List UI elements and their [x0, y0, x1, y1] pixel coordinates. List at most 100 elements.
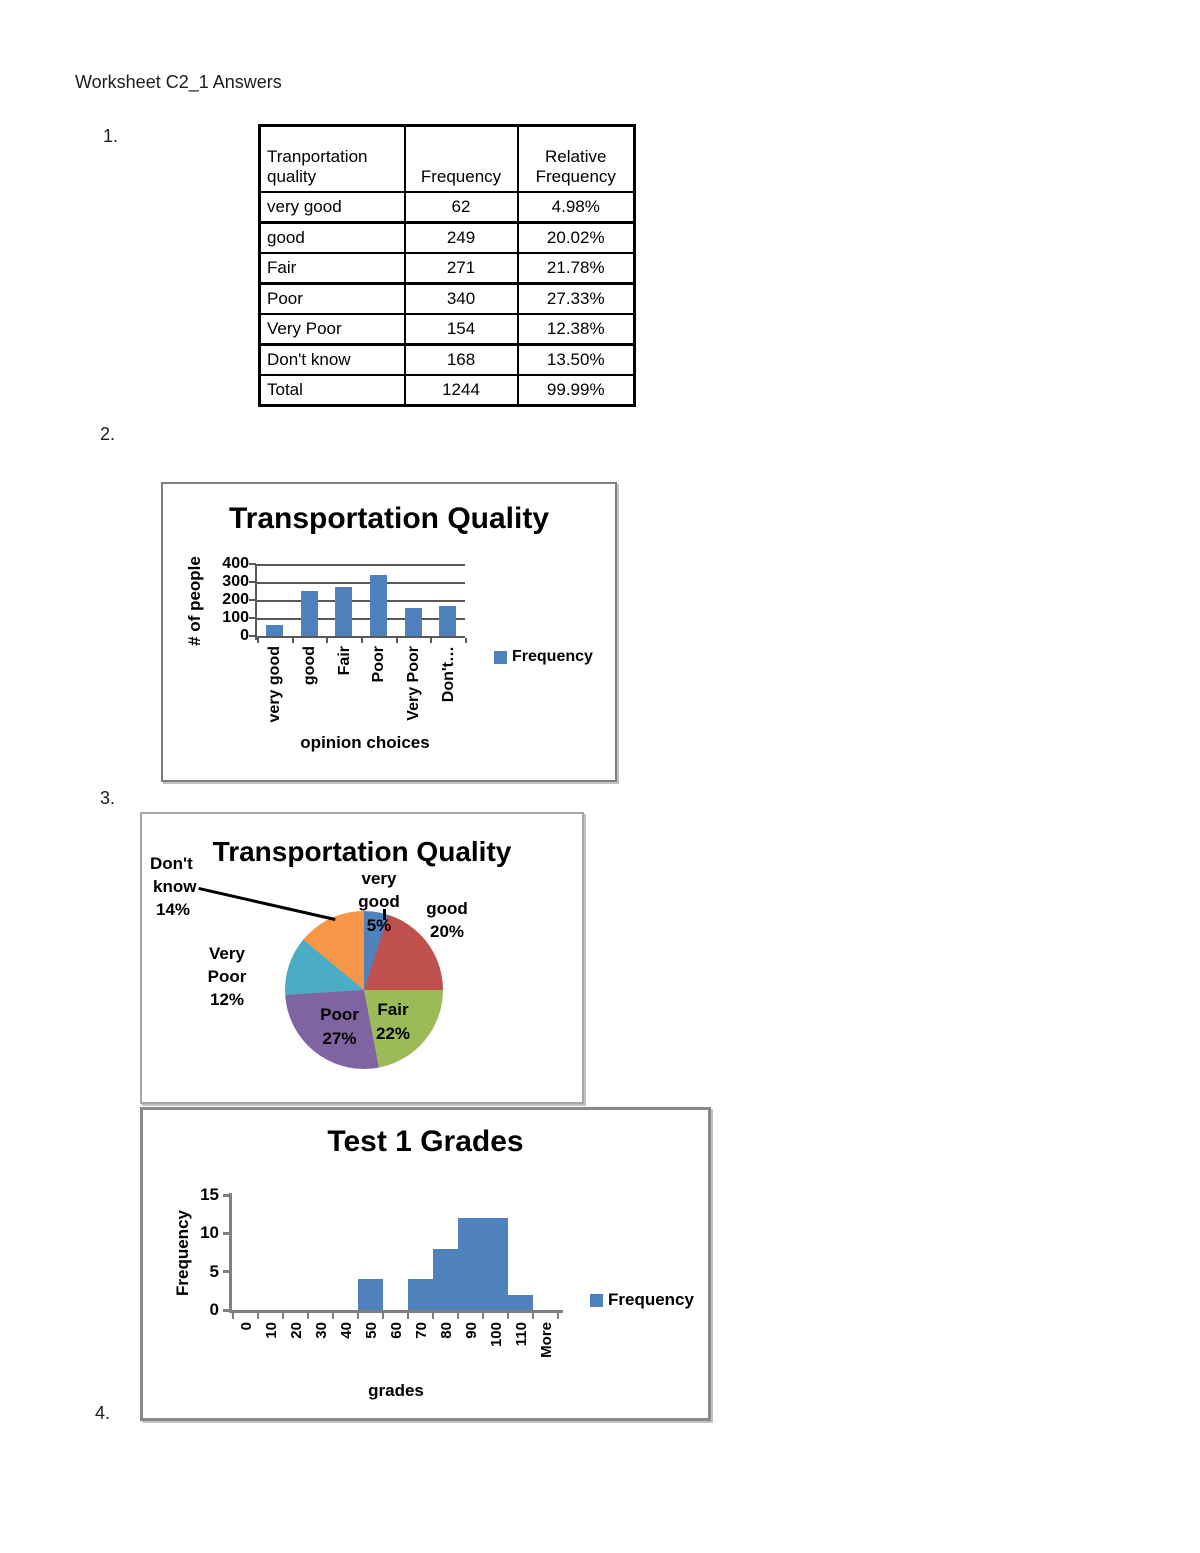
histogram-x-tick-label: 20 — [287, 1322, 305, 1339]
pie-label-line: 27% — [322, 1029, 357, 1048]
table-cell-label: Don't know — [258, 343, 406, 376]
histogram-x-tick — [482, 1313, 484, 1319]
bar-chart-y-tick-label: 100 — [222, 609, 249, 626]
histogram-y-tick-label: 15 — [200, 1185, 219, 1204]
bar-chart-x-tick-label: Fair — [335, 646, 353, 676]
table-row: Don't know 168 13.50% — [258, 343, 636, 376]
pie-label-line: Don't — [150, 854, 193, 873]
bar-chart-x-tick-label: Very Poor — [405, 646, 422, 721]
table-row: Total 1244 99.99% — [258, 374, 636, 407]
pie-label-line: very — [361, 869, 397, 888]
table-cell-relative: 13.50% — [516, 343, 636, 376]
pie-label-very-poor: Very Poor 12% — [200, 942, 254, 1011]
pie-label-line: 20% — [429, 922, 465, 941]
histogram-y-axis-label: Frequency — [173, 1210, 192, 1296]
table-cell-relative: 27.33% — [516, 282, 636, 315]
pie-label-line: good — [358, 892, 400, 911]
bar — [439, 605, 457, 636]
bar-chart-y-tick — [249, 599, 256, 601]
histogram-x-tick — [232, 1313, 234, 1319]
histogram-x-tick-label: 40 — [337, 1322, 355, 1339]
table-cell-frequency: 249 — [403, 221, 519, 254]
histogram-x-tick-label: 90 — [462, 1322, 480, 1339]
bar-chart-legend: Frequency — [494, 648, 593, 666]
table-cell-frequency: 1244 — [403, 374, 519, 407]
pie-label-good: good 20% — [417, 897, 477, 943]
bar-chart-plot-area — [257, 564, 465, 636]
histogram-x-tick — [382, 1313, 384, 1319]
bar-chart-y-axis-label: # of people — [185, 556, 204, 646]
bar — [369, 574, 387, 636]
frequency-table: Tranportation quality Frequency Relative… — [258, 124, 636, 407]
table-cell-label: Very Poor — [258, 313, 406, 346]
pie-label-line: Very — [209, 944, 245, 963]
legend-swatch-icon — [494, 650, 507, 664]
table-cell-relative: 4.98% — [516, 191, 636, 224]
table-cell-label: Total — [258, 374, 406, 407]
histogram-legend: Frequency — [590, 1290, 694, 1310]
bar-chart-y-axis — [255, 564, 257, 640]
pie-label-line: 22% — [375, 1024, 411, 1043]
histogram-y-tick — [223, 1193, 231, 1197]
table-row: Very Poor 154 12.38% — [258, 313, 636, 346]
pie-label-poor: Poor 27% — [312, 1003, 367, 1051]
bar-chart-x-tick — [430, 638, 433, 643]
histogram-y-tick — [223, 1270, 231, 1274]
histogram-title: Test 1 Grades — [327, 1125, 524, 1158]
table-row: Poor 340 27.33% — [258, 282, 636, 315]
histogram-y-axis — [229, 1193, 232, 1313]
histogram-y-tick-label: 0 — [209, 1300, 219, 1319]
histogram-bar — [508, 1294, 533, 1310]
table-cell-label: Poor — [258, 282, 406, 315]
pie-label-very-good-pct: 5% — [366, 916, 392, 935]
table-cell-relative: 12.38% — [516, 313, 636, 346]
histogram-y-tick-label: 5 — [209, 1261, 219, 1281]
histogram-legend-label: Frequency — [608, 1290, 694, 1309]
bar-chart-x-axis-label: opinion choices — [300, 733, 430, 752]
pie-label-dont-know: Don't know 14% — [150, 852, 196, 921]
histogram-x-tick-label: 70 — [412, 1322, 430, 1339]
histogram-x-tick-label: More — [537, 1322, 555, 1358]
legend-swatch-icon — [590, 1293, 603, 1307]
histogram-chart: Test 1 Grades Frequency grades Frequency… — [140, 1107, 711, 1421]
pie-callout-line — [198, 887, 336, 921]
histogram-x-tick — [432, 1313, 434, 1319]
pie-label-line: good — [426, 899, 468, 918]
histogram-bar — [483, 1218, 508, 1310]
bar-chart-x-tick-label: Poor — [370, 646, 388, 683]
bar-chart-title: Transportation Quality — [228, 502, 550, 535]
bar-chart-y-tick — [249, 581, 256, 583]
table-row: very good 62 4.98% — [258, 191, 636, 224]
bar-chart-x-tick-label: good — [301, 646, 318, 686]
table-row: good 249 20.02% — [258, 221, 636, 254]
pie-label-line: 14% — [156, 900, 191, 919]
histogram-y-tick — [223, 1231, 231, 1235]
histogram-x-axis — [231, 1310, 563, 1313]
histogram-x-axis-label: grades — [368, 1381, 424, 1400]
bar — [404, 608, 422, 636]
bar-chart-gridlines — [257, 564, 465, 638]
histogram-x-tick — [257, 1313, 259, 1319]
histogram-bar — [458, 1218, 483, 1310]
page-title: Worksheet C2_1 Answers — [75, 72, 282, 92]
table-cell-label: Fair — [258, 252, 406, 285]
bar — [300, 591, 318, 636]
bar-chart-x-tick — [257, 638, 259, 643]
table-header-quality: Tranportation quality — [258, 124, 406, 193]
bar-chart-x-tick — [361, 638, 363, 643]
bar-chart-y-tick-label: 400 — [222, 555, 249, 572]
histogram-y-tick — [223, 1308, 231, 1312]
bar-chart-x-tick — [291, 638, 294, 643]
table-header-frequency: Frequency — [403, 124, 519, 193]
histogram-x-tick-label: 80 — [437, 1322, 455, 1339]
table-cell-label: very good — [258, 191, 406, 224]
pie-chart-title: Transportation Quality — [212, 836, 512, 867]
histogram-x-tick-label: 0 — [237, 1322, 255, 1331]
histogram-x-tick — [357, 1313, 359, 1319]
pie-label-line: Poor — [320, 1005, 359, 1024]
bar-chart-legend-label: Frequency — [512, 648, 593, 665]
histogram-plot-area — [233, 1195, 558, 1310]
histogram-bar — [358, 1279, 383, 1310]
pie-graphic — [285, 911, 443, 1069]
